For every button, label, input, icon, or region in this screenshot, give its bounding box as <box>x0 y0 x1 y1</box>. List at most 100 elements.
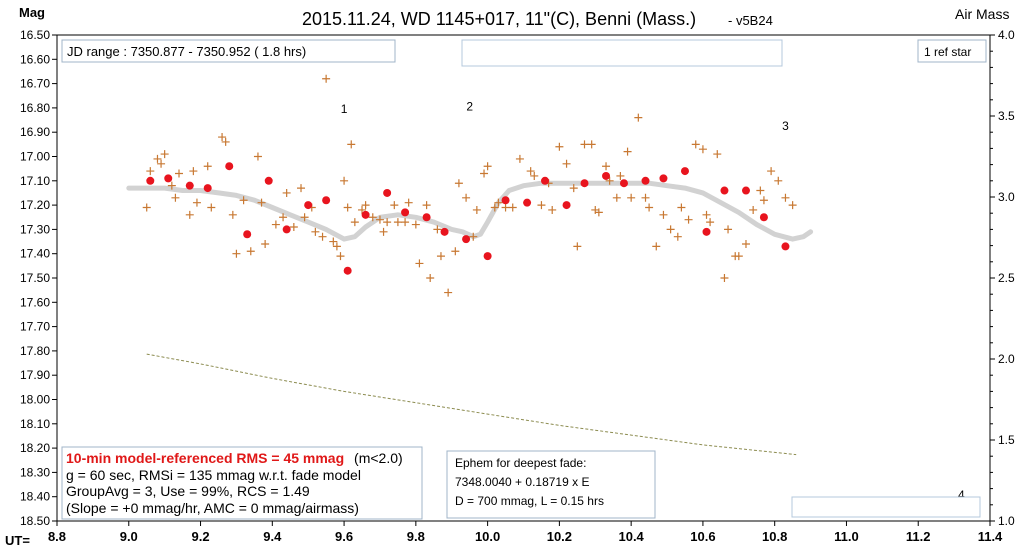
data-point-plus <box>271 220 280 229</box>
data-point-plus <box>612 193 621 202</box>
stats-line-2: GroupAvg = 3, Use = 99%, RCS = 1.49 <box>66 483 310 499</box>
data-point-plus <box>189 167 198 176</box>
data-point-plus <box>426 274 435 282</box>
data-point-plus <box>311 227 320 236</box>
data-point-average <box>322 196 331 205</box>
data-point-plus <box>207 203 216 212</box>
x-tick-label: 8.8 <box>48 529 66 544</box>
data-point-average <box>264 176 273 185</box>
x-tick-label: 11.4 <box>978 529 1003 544</box>
plot-series <box>126 74 814 456</box>
data-point-plus <box>526 167 535 176</box>
data-point-plus <box>358 205 367 214</box>
data-point-average <box>680 167 689 176</box>
data-point-average <box>383 188 392 197</box>
y-tick-label-left: 17.10 <box>20 174 50 188</box>
data-point-plus <box>153 154 162 163</box>
x-tick-label: 9.6 <box>335 529 353 544</box>
data-point-plus <box>142 203 151 212</box>
y-tick-label-left: 17.50 <box>20 271 50 285</box>
data-point-plus <box>537 201 546 210</box>
data-point-average <box>483 252 492 261</box>
data-point-plus <box>361 201 370 210</box>
chart-title-suffix: - v5B24 <box>728 13 773 28</box>
y-tick-label-left: 18.30 <box>20 465 50 479</box>
data-point-plus <box>232 249 241 258</box>
annotation-label: 1 <box>341 102 348 116</box>
x-tick-label: 10.2 <box>547 529 572 544</box>
y-tick-label-left: 16.90 <box>20 125 50 139</box>
ref-star-text: 1 ref star <box>924 45 971 59</box>
data-point-plus <box>379 227 388 236</box>
data-point-plus <box>246 247 255 256</box>
data-point-plus <box>454 179 463 188</box>
data-point-plus <box>684 215 693 224</box>
y-tick-label-left: 18.10 <box>20 417 50 431</box>
y-tick-label-left: 17.60 <box>20 295 50 309</box>
data-point-plus <box>594 208 603 217</box>
data-point-plus <box>340 176 349 185</box>
data-point-plus <box>673 232 682 241</box>
data-point-plus <box>462 193 471 202</box>
data-point-plus <box>724 225 733 234</box>
y-tick-label-left: 18.50 <box>20 514 50 528</box>
data-point-plus <box>530 171 539 180</box>
data-point-average <box>343 266 352 275</box>
y-tick-label-right: 3.0 <box>998 190 1015 204</box>
rms-headline-suffix: (m<2.0) <box>354 450 403 466</box>
stats-line-3: (Slope = +0 mmag/hr, AMC = 0 mmag/airmas… <box>66 500 359 516</box>
data-point-plus <box>239 196 248 205</box>
data-point-plus <box>192 198 201 207</box>
x-tick-label: 10.8 <box>762 529 787 544</box>
y-tick-label-left: 17.30 <box>20 222 50 236</box>
ephemeris-box: Ephem for deepest fade: 7348.0040 + 0.18… <box>446 450 656 519</box>
data-point-plus <box>508 203 517 212</box>
data-point-plus <box>734 252 743 261</box>
data-point-average <box>401 208 410 217</box>
data-point-average <box>203 184 212 193</box>
data-point-plus <box>228 210 237 219</box>
y-tick-label-left: 17.80 <box>20 344 50 358</box>
y-tick-label-left: 18.40 <box>20 490 50 504</box>
data-point-plus <box>253 152 262 161</box>
data-point-average <box>781 242 790 251</box>
x-tick-label: 9.4 <box>263 529 282 544</box>
axes: 8.8 9.0 9.2 9.4 9.6 9.8 10.0 10.2 10.4 10.6 10.8 11… <box>20 28 1015 544</box>
data-point-plus <box>469 232 478 241</box>
data-point-plus <box>167 181 176 190</box>
data-point-plus <box>666 225 675 234</box>
data-point-plus <box>343 203 352 212</box>
data-point-plus <box>221 137 230 146</box>
data-point-average <box>641 176 650 185</box>
data-point-plus <box>749 205 758 214</box>
data-point-average <box>523 198 532 207</box>
y-tick-label-left: 17.20 <box>20 198 50 212</box>
y-tick-label-left: 17.00 <box>20 150 50 164</box>
annotation-label: 4 <box>958 488 965 502</box>
data-point-average <box>541 176 550 185</box>
data-point-average <box>282 225 291 234</box>
data-point-plus <box>297 184 306 193</box>
data-point-plus <box>623 147 632 156</box>
data-point-plus <box>393 218 402 227</box>
data-point-average <box>243 230 252 239</box>
ephem-line-3: D = 700 mmag, L = 0.15 hrs <box>455 494 604 508</box>
data-point-average <box>759 213 768 222</box>
data-point-plus <box>444 288 453 297</box>
data-point-plus <box>451 247 460 256</box>
data-point-plus <box>562 159 571 168</box>
y-tick-label-left: 16.70 <box>20 77 50 91</box>
data-point-average <box>720 186 729 195</box>
data-point-average <box>602 171 611 180</box>
data-point-plus <box>569 184 578 193</box>
data-point-plus <box>218 133 227 142</box>
data-point-plus <box>415 259 424 268</box>
y-tick-label-right: 4.0 <box>998 28 1015 42</box>
y-axis-label-left: Mag <box>19 5 45 20</box>
empty-info-box <box>461 39 783 67</box>
data-point-average <box>146 176 155 185</box>
stats-line-1: g = 60 sec, RMSi = 135 mmag w.r.t. fade … <box>66 467 361 483</box>
data-point-plus <box>368 213 377 222</box>
ref-star-box: 1 ref star <box>917 39 987 63</box>
data-point-plus <box>433 225 442 234</box>
